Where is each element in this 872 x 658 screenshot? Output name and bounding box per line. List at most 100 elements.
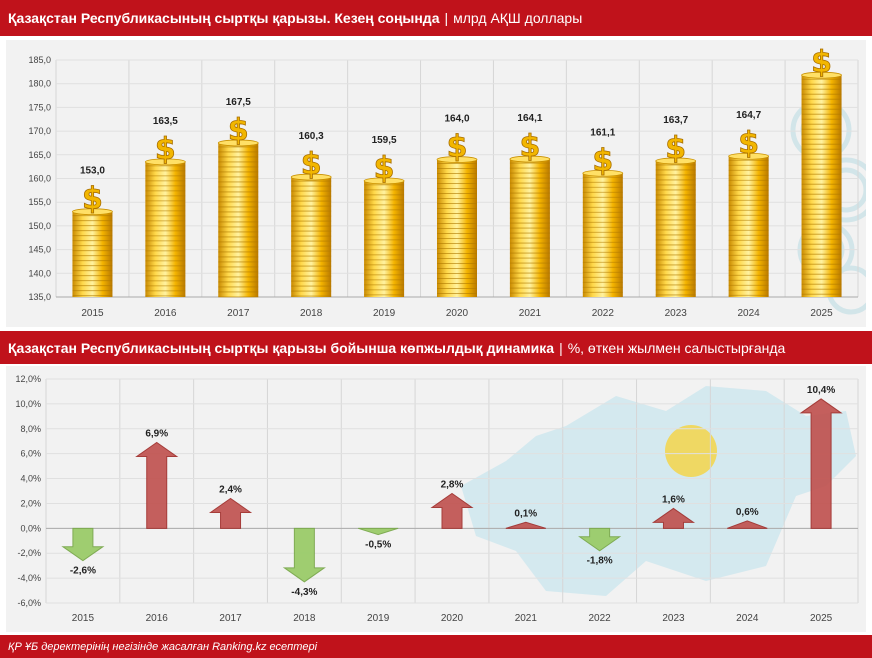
dollar-icon: $ <box>447 130 468 165</box>
map-decoration <box>461 386 856 596</box>
data-label: -2,6% <box>70 566 96 577</box>
coin-stack-body <box>291 177 332 297</box>
data-label: 0,1% <box>514 508 537 519</box>
chart2-title-banner: Қазақстан Республикасының сыртқы қарызы … <box>0 331 872 364</box>
coin-stack-body <box>72 211 113 297</box>
x-tick-label: 2015 <box>72 613 95 624</box>
x-tick-label: 2018 <box>293 613 316 624</box>
footer-source: ҚР ҰБ деректерінің негізінде жасалған Ra… <box>8 640 318 653</box>
bar-2022 <box>582 169 624 297</box>
bar-2017 <box>217 139 259 298</box>
coin-top <box>363 177 405 185</box>
down-arrow-2019 <box>358 527 399 536</box>
chart2-panel: -6,0% -4,0% -2,0% 0,0% 2,0% 4,0% 6,0% 8,0% 10,0%… <box>6 366 866 632</box>
y-tick-label: -6,0% <box>17 598 41 608</box>
chart2-title-separator: | <box>559 339 563 356</box>
coin-top <box>582 169 624 177</box>
data-label: 0,6% <box>736 507 759 518</box>
y-tick-label: 10,0% <box>15 399 41 409</box>
data-label: 1,6% <box>662 494 685 505</box>
dynamics-chart: -6,0% -4,0% -2,0% 0,0% 2,0% 4,0% 6,0% 8,0% 10,0%… <box>15 374 859 624</box>
coin-top <box>509 155 551 163</box>
down-arrow-2015 <box>61 527 105 562</box>
coin-stack-body <box>218 142 259 297</box>
y-tick-label: 180,0 <box>28 79 51 89</box>
y-tick-label: 145,0 <box>28 245 51 255</box>
dollar-icon: $ <box>301 147 322 182</box>
data-label: 164,0 <box>444 114 469 125</box>
y-tick-label: 4,0% <box>20 474 41 484</box>
data-label: -4,3% <box>291 587 317 598</box>
bar-2018 <box>290 173 332 297</box>
y-tick-label: 2,0% <box>20 498 41 508</box>
x-tick-label: 2016 <box>154 308 177 319</box>
data-label: 160,3 <box>299 131 324 142</box>
bar-2024 <box>728 152 770 297</box>
data-label: 6,9% <box>145 428 168 439</box>
data-label: 159,5 <box>372 135 397 146</box>
chart1-panel: 135,0 140,0 145,0 150,0 155,0 160,0 165,0 170,0… <box>6 40 866 327</box>
y-tick-label: 175,0 <box>28 102 51 112</box>
x-tick-label: 2023 <box>662 613 685 624</box>
y-tick-label: 165,0 <box>28 150 51 160</box>
coin-stack-body <box>145 161 186 297</box>
chart2-title: Қазақстан Республикасының сыртқы қарызы … <box>8 339 555 356</box>
coin-stack-body <box>655 160 696 297</box>
y-tick-label: 170,0 <box>28 126 51 136</box>
coin-top <box>144 158 186 166</box>
x-tick-label: 2016 <box>146 613 169 624</box>
dollar-icon: $ <box>82 182 103 217</box>
dollar-icon: $ <box>738 126 759 161</box>
x-tick-label: 2021 <box>515 613 538 624</box>
bar-2021 <box>509 155 551 297</box>
bar-2015 <box>72 208 113 297</box>
dollar-icon: $ <box>374 151 395 186</box>
up-arrow-2017 <box>208 497 253 529</box>
chart1-unit: млрд АҚШ доллары <box>453 10 583 26</box>
x-tick-label: 2019 <box>367 613 390 624</box>
x-tick-label: 2024 <box>736 613 759 624</box>
coin-top <box>217 139 259 147</box>
bar-2020 <box>436 156 478 297</box>
y-tick-label: 8,0% <box>20 424 41 434</box>
bar-2016 <box>144 158 186 297</box>
dollar-icon: $ <box>665 131 686 166</box>
dollar-icon: $ <box>519 129 540 164</box>
coin-top <box>728 152 770 160</box>
y-tick-label: 135,0 <box>28 292 51 302</box>
up-arrow-2016 <box>135 441 179 529</box>
down-arrow-2022 <box>578 527 622 552</box>
coin-top <box>72 208 113 216</box>
data-label: -0,5% <box>365 540 391 551</box>
data-label: -1,8% <box>587 556 613 567</box>
chart2-unit: %, өткен жылмен салыстырғанда <box>567 339 786 356</box>
footer-banner: ҚР ҰБ деректерінің негізінде жасалған Ra… <box>0 635 872 658</box>
y-tick-label: 155,0 <box>28 197 51 207</box>
y-tick-label: -2,0% <box>17 548 41 558</box>
y-tick-label: 160,0 <box>28 174 51 184</box>
data-label: 163,5 <box>153 116 178 127</box>
x-tick-label: 2025 <box>810 613 833 624</box>
x-tick-label: 2024 <box>738 308 761 319</box>
sun-emblem-icon <box>665 425 717 477</box>
data-label: 2,4% <box>219 484 242 495</box>
coin-stack-body <box>582 173 623 297</box>
data-label: 164,7 <box>736 110 761 121</box>
y-tick-label: 185,0 <box>28 55 51 65</box>
bar-2019 <box>363 177 405 297</box>
bar-2023 <box>655 157 697 297</box>
y-tick-label: 12,0% <box>15 374 41 384</box>
y-tick-label: 0,0% <box>20 523 41 533</box>
chart1-title-banner: Қазақстан Республикасының сыртқы қарызы.… <box>0 0 872 36</box>
x-tick-label: 2021 <box>519 308 542 319</box>
chart1-title: Қазақстан Республикасының сыртқы қарызы.… <box>8 10 440 26</box>
up-arrow-2021 <box>505 521 546 529</box>
x-tick-label: 2017 <box>227 308 250 319</box>
x-tick-label: 2018 <box>300 308 323 319</box>
data-label: 10,4% <box>807 385 835 396</box>
chart1-title-separator: | <box>444 10 449 26</box>
x-tick-label: 2022 <box>592 308 615 319</box>
coin-top <box>801 71 842 79</box>
x-tick-label: 2019 <box>373 308 396 319</box>
x-tick-label: 2025 <box>810 308 833 319</box>
